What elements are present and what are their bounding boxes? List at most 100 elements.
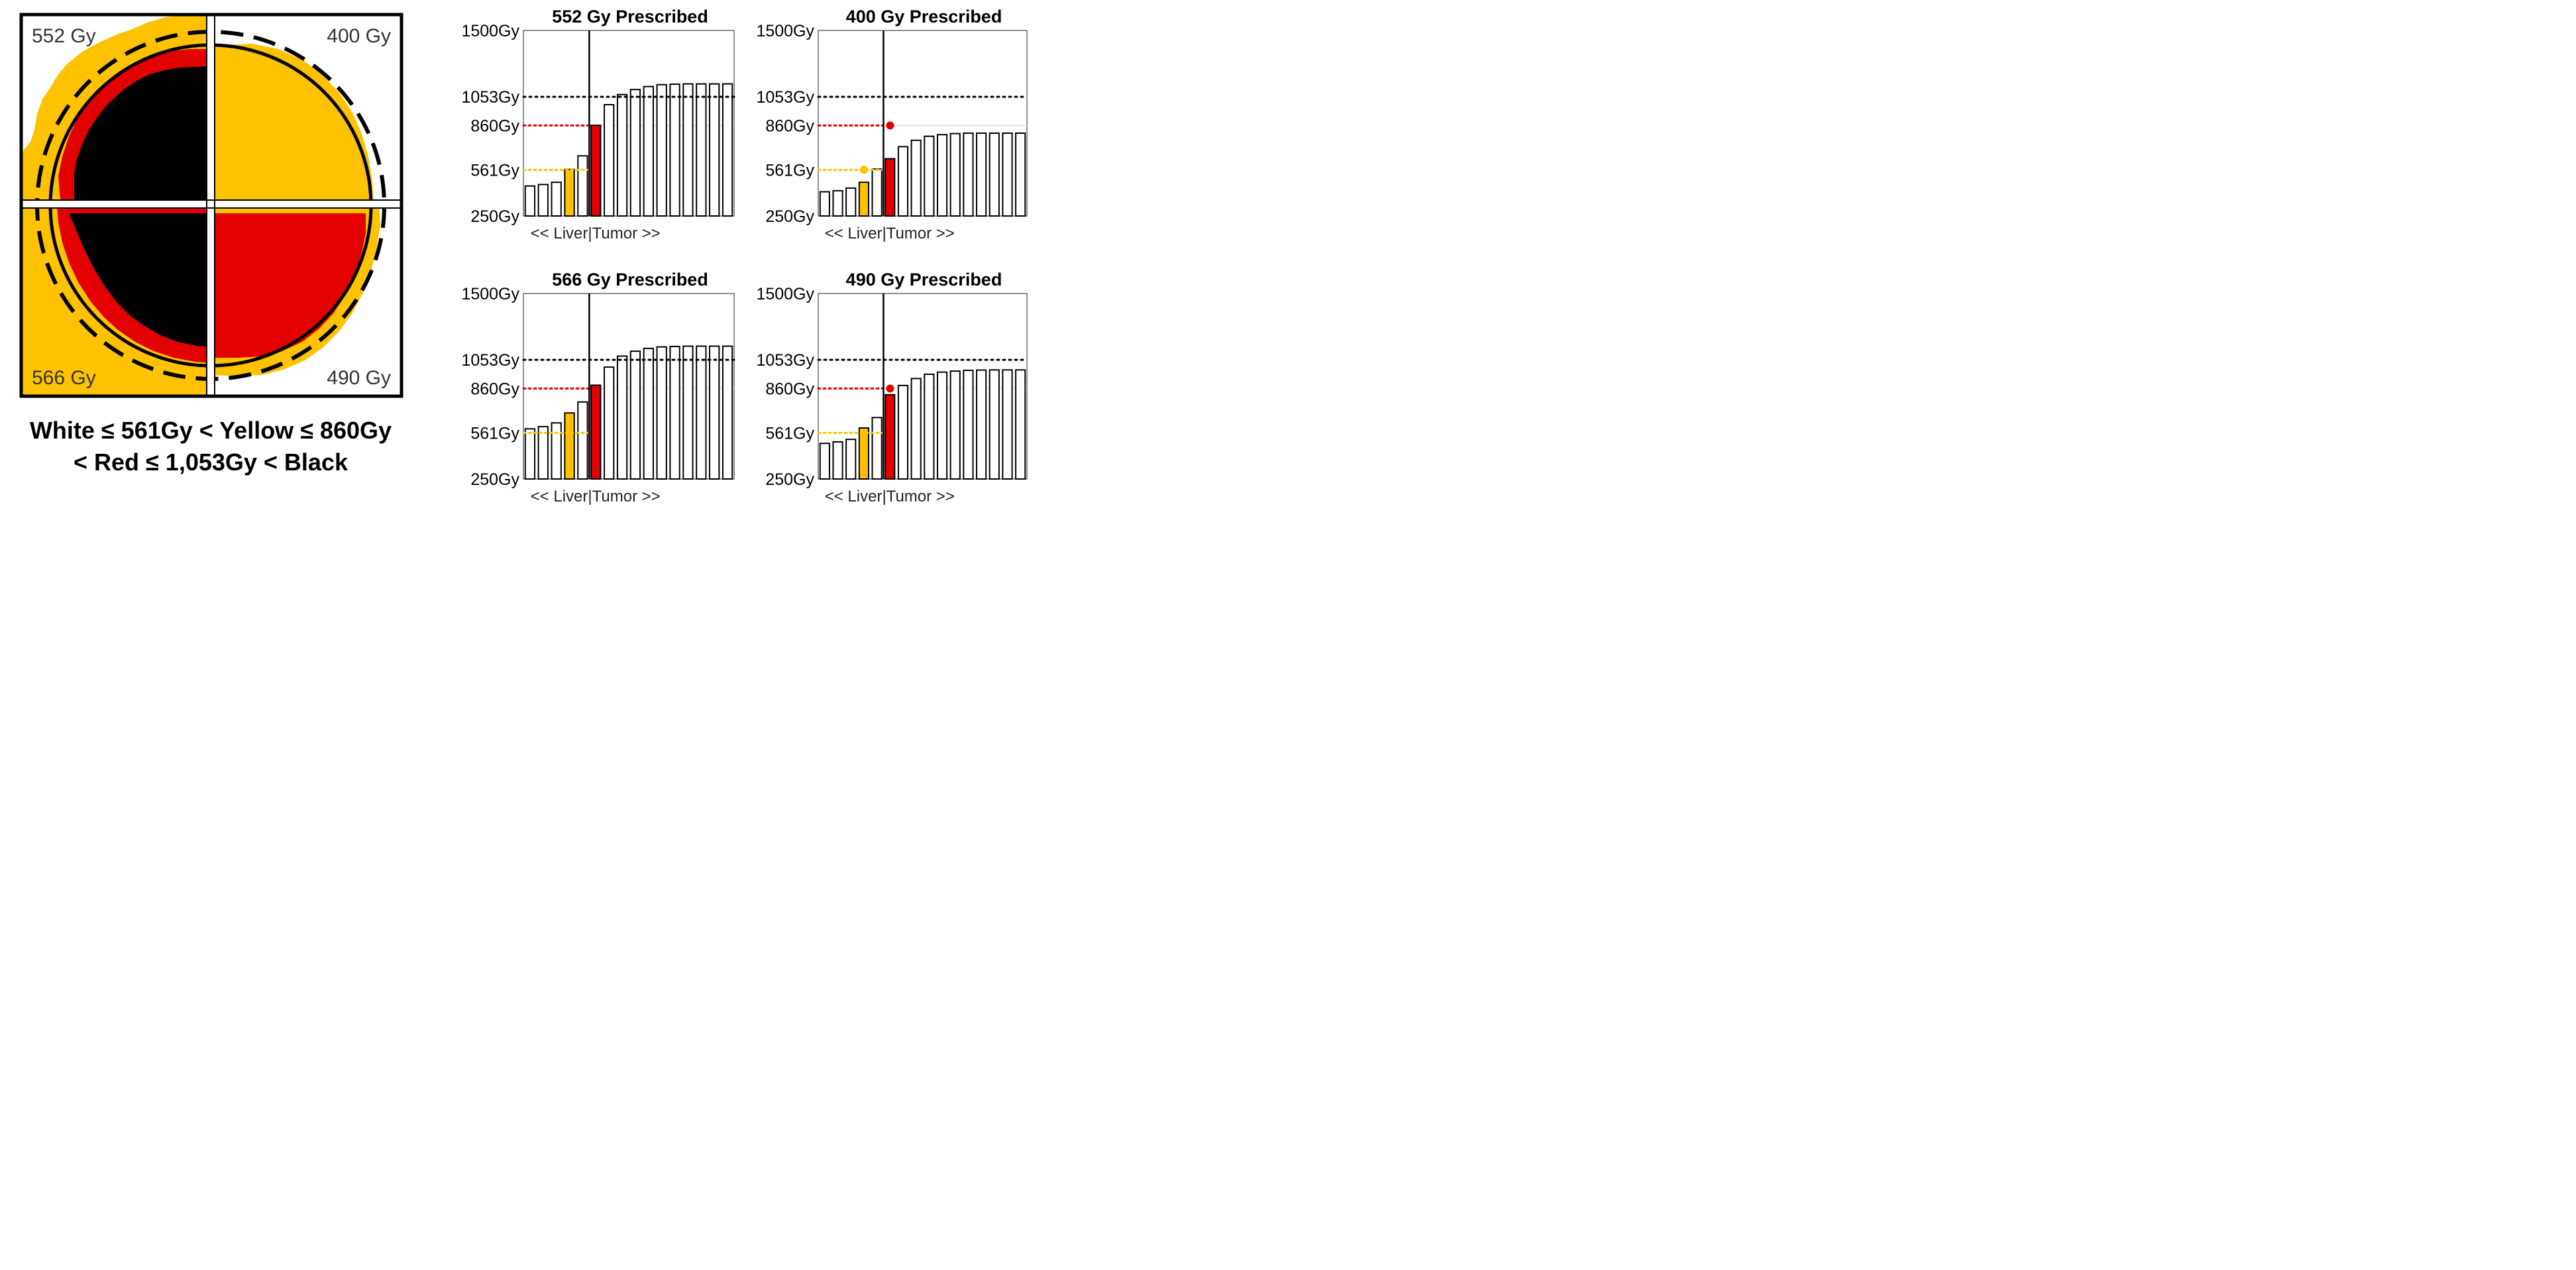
dose-bar	[722, 83, 733, 217]
dose-bar	[936, 371, 948, 480]
dose-bar	[656, 83, 667, 217]
y-tick-label: 250Gy	[765, 207, 814, 226]
dose-bar	[871, 417, 883, 480]
dose-bar	[629, 89, 641, 217]
dose-bar	[564, 412, 575, 480]
dose-map-quadrant-400	[211, 44, 374, 204]
dose-bar	[537, 425, 549, 480]
black-dose-region	[74, 66, 211, 204]
dose-bar	[551, 422, 562, 480]
y-tick-label: 1500Gy	[756, 22, 814, 40]
dose-bar	[819, 191, 830, 217]
dose-bar	[910, 139, 922, 217]
x-label-tumor: |Tumor >>	[588, 225, 660, 242]
dose-bar	[897, 146, 909, 217]
dose-bar	[669, 345, 680, 480]
dose-bar	[709, 345, 720, 480]
threshold-marker-860	[886, 384, 894, 393]
dose-bar	[963, 370, 974, 480]
dose-bar	[616, 93, 628, 217]
dose-bar	[845, 439, 857, 480]
dose-bar	[832, 189, 843, 217]
y-tick-label: 561Gy	[765, 161, 814, 180]
y-tick-label: 860Gy	[765, 117, 814, 135]
dose-bar	[858, 182, 869, 217]
dose-bar	[885, 394, 896, 480]
x-label-liver: << Liver	[531, 225, 588, 242]
x-label-tumor: |Tumor >>	[882, 488, 954, 505]
dose-bar	[696, 345, 707, 480]
y-tick-label: 1500Gy	[461, 285, 519, 303]
dose-bar	[1015, 132, 1026, 217]
dose-bar	[910, 378, 922, 480]
dose-bar	[696, 83, 707, 217]
dose-map-quadrant-552	[21, 15, 211, 204]
y-tick-label: 250Gy	[470, 207, 519, 226]
x-label-tumor: |Tumor >>	[882, 225, 954, 242]
dose-bar	[976, 132, 987, 217]
dose-threshold-legend-line-2: < Red ≤ 1,053Gy < Black	[74, 449, 348, 476]
dose-bar	[524, 185, 536, 217]
dose-bar	[871, 168, 883, 217]
quadrant-label-top-right: 400 Gy	[327, 25, 391, 47]
dose-bar	[629, 350, 641, 480]
dose-bar	[924, 135, 935, 217]
dose-bar	[1002, 132, 1013, 217]
dose-bar	[616, 355, 628, 480]
bar-chart-panel-4: 250Gy 561Gy 860Gy 1053Gy 1500Gy 490 Gy Prescr…	[756, 270, 1028, 505]
x-label-tumor: |Tumor >>	[588, 488, 660, 505]
dose-bar	[682, 83, 694, 217]
dose-bar	[682, 345, 694, 480]
y-tick-label: 860Gy	[765, 380, 814, 398]
red-dose-region	[211, 213, 366, 358]
dose-map-figure: 552 Gy 400 Gy 566 Gy 490 Gy	[19, 13, 403, 398]
dose-bar	[989, 369, 1000, 480]
bar-chart-panel-1: 250Gy 561Gy 860Gy 1053Gy 1500Gy 552 Gy Prescr…	[461, 7, 735, 242]
dose-bar	[845, 187, 857, 217]
y-tick-label: 250Gy	[470, 470, 519, 489]
dose-bar-panels: 250Gy 561Gy 860Gy 1053Gy 1500Gy 552 Gy Prescr…	[461, 7, 1028, 505]
y-tick-label: 1500Gy	[756, 285, 814, 303]
y-tick-label: 1053Gy	[461, 351, 519, 370]
y-tick-label: 561Gy	[470, 161, 519, 180]
x-label-liver: << Liver	[825, 488, 883, 505]
dose-bar	[989, 132, 1000, 217]
bar-chart-panel-2: 250Gy 561Gy 860Gy 1053Gy 1500Gy 400 Gy Prescr…	[756, 7, 1028, 242]
dose-bar	[590, 125, 602, 217]
dose-bar	[885, 158, 896, 217]
dose-bar	[524, 428, 536, 480]
dose-bar	[604, 104, 615, 217]
chart-title: 490 Gy Prescribed	[846, 270, 1002, 290]
x-label-liver: << Liver	[531, 488, 588, 505]
dose-bar	[564, 168, 575, 217]
quadrant-label-bottom-left: 566 Gy	[32, 367, 96, 389]
chart-title: 566 Gy Prescribed	[552, 270, 708, 290]
threshold-marker-860	[886, 121, 894, 130]
y-tick-label: 1053Gy	[756, 88, 814, 107]
dose-bar	[949, 132, 961, 217]
dose-bar	[643, 347, 654, 480]
x-label-liver: << Liver	[825, 225, 883, 242]
y-tick-label: 1500Gy	[461, 22, 519, 40]
dose-bar	[722, 345, 733, 480]
y-tick-label: 860Gy	[470, 117, 519, 135]
dose-bar	[858, 427, 869, 480]
dose-map-quadrant-490	[211, 204, 380, 376]
dose-bar	[709, 83, 720, 217]
y-tick-label: 860Gy	[470, 380, 519, 398]
dose-bar	[577, 155, 588, 217]
dose-bar	[936, 134, 948, 217]
dose-threshold-legend-line-1: White ≤ 561Gy < Yellow ≤ 860Gy	[29, 417, 392, 444]
threshold-marker-561	[859, 429, 868, 437]
y-tick-label: 561Gy	[470, 424, 519, 443]
black-dose-region	[69, 213, 211, 347]
dose-bar	[577, 401, 588, 480]
y-tick-label: 1053Gy	[756, 351, 814, 370]
dose-bar	[551, 182, 562, 217]
bar-chart-panel-3: 250Gy 561Gy 860Gy 1053Gy 1500Gy 566 Gy Prescr…	[461, 270, 735, 505]
quadrant-label-top-left: 552 Gy	[32, 25, 96, 47]
threshold-marker-561	[859, 166, 868, 174]
chart-title: 552 Gy Prescribed	[552, 7, 708, 26]
dose-bar	[656, 346, 667, 480]
quadrant-label-bottom-right: 490 Gy	[327, 367, 391, 389]
